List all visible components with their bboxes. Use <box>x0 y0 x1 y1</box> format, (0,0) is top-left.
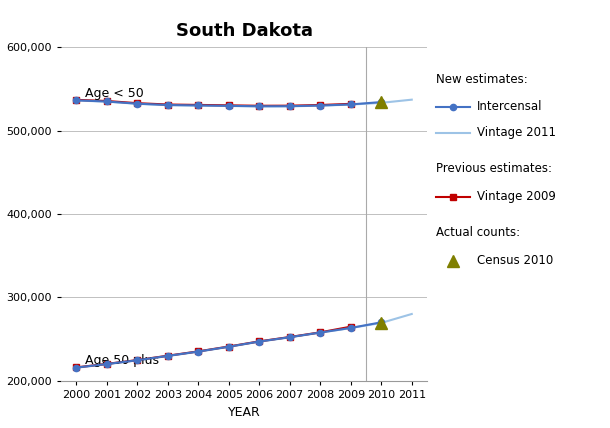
Text: Actual counts:: Actual counts: <box>436 226 520 239</box>
Y-axis label: POPULATION: POPULATION <box>0 178 1 250</box>
Title: South Dakota: South Dakota <box>176 22 312 40</box>
Text: Vintage 2009: Vintage 2009 <box>477 190 556 203</box>
Text: Census 2010: Census 2010 <box>477 254 553 267</box>
Text: Vintage 2011: Vintage 2011 <box>477 126 556 139</box>
X-axis label: YEAR: YEAR <box>228 405 260 419</box>
Text: Previous estimates:: Previous estimates: <box>436 162 552 175</box>
Text: New estimates:: New estimates: <box>436 73 528 86</box>
Text: Intercensal: Intercensal <box>477 101 542 113</box>
Text: Age < 50: Age < 50 <box>85 87 144 100</box>
Text: Age 50 plus: Age 50 plus <box>85 354 159 367</box>
